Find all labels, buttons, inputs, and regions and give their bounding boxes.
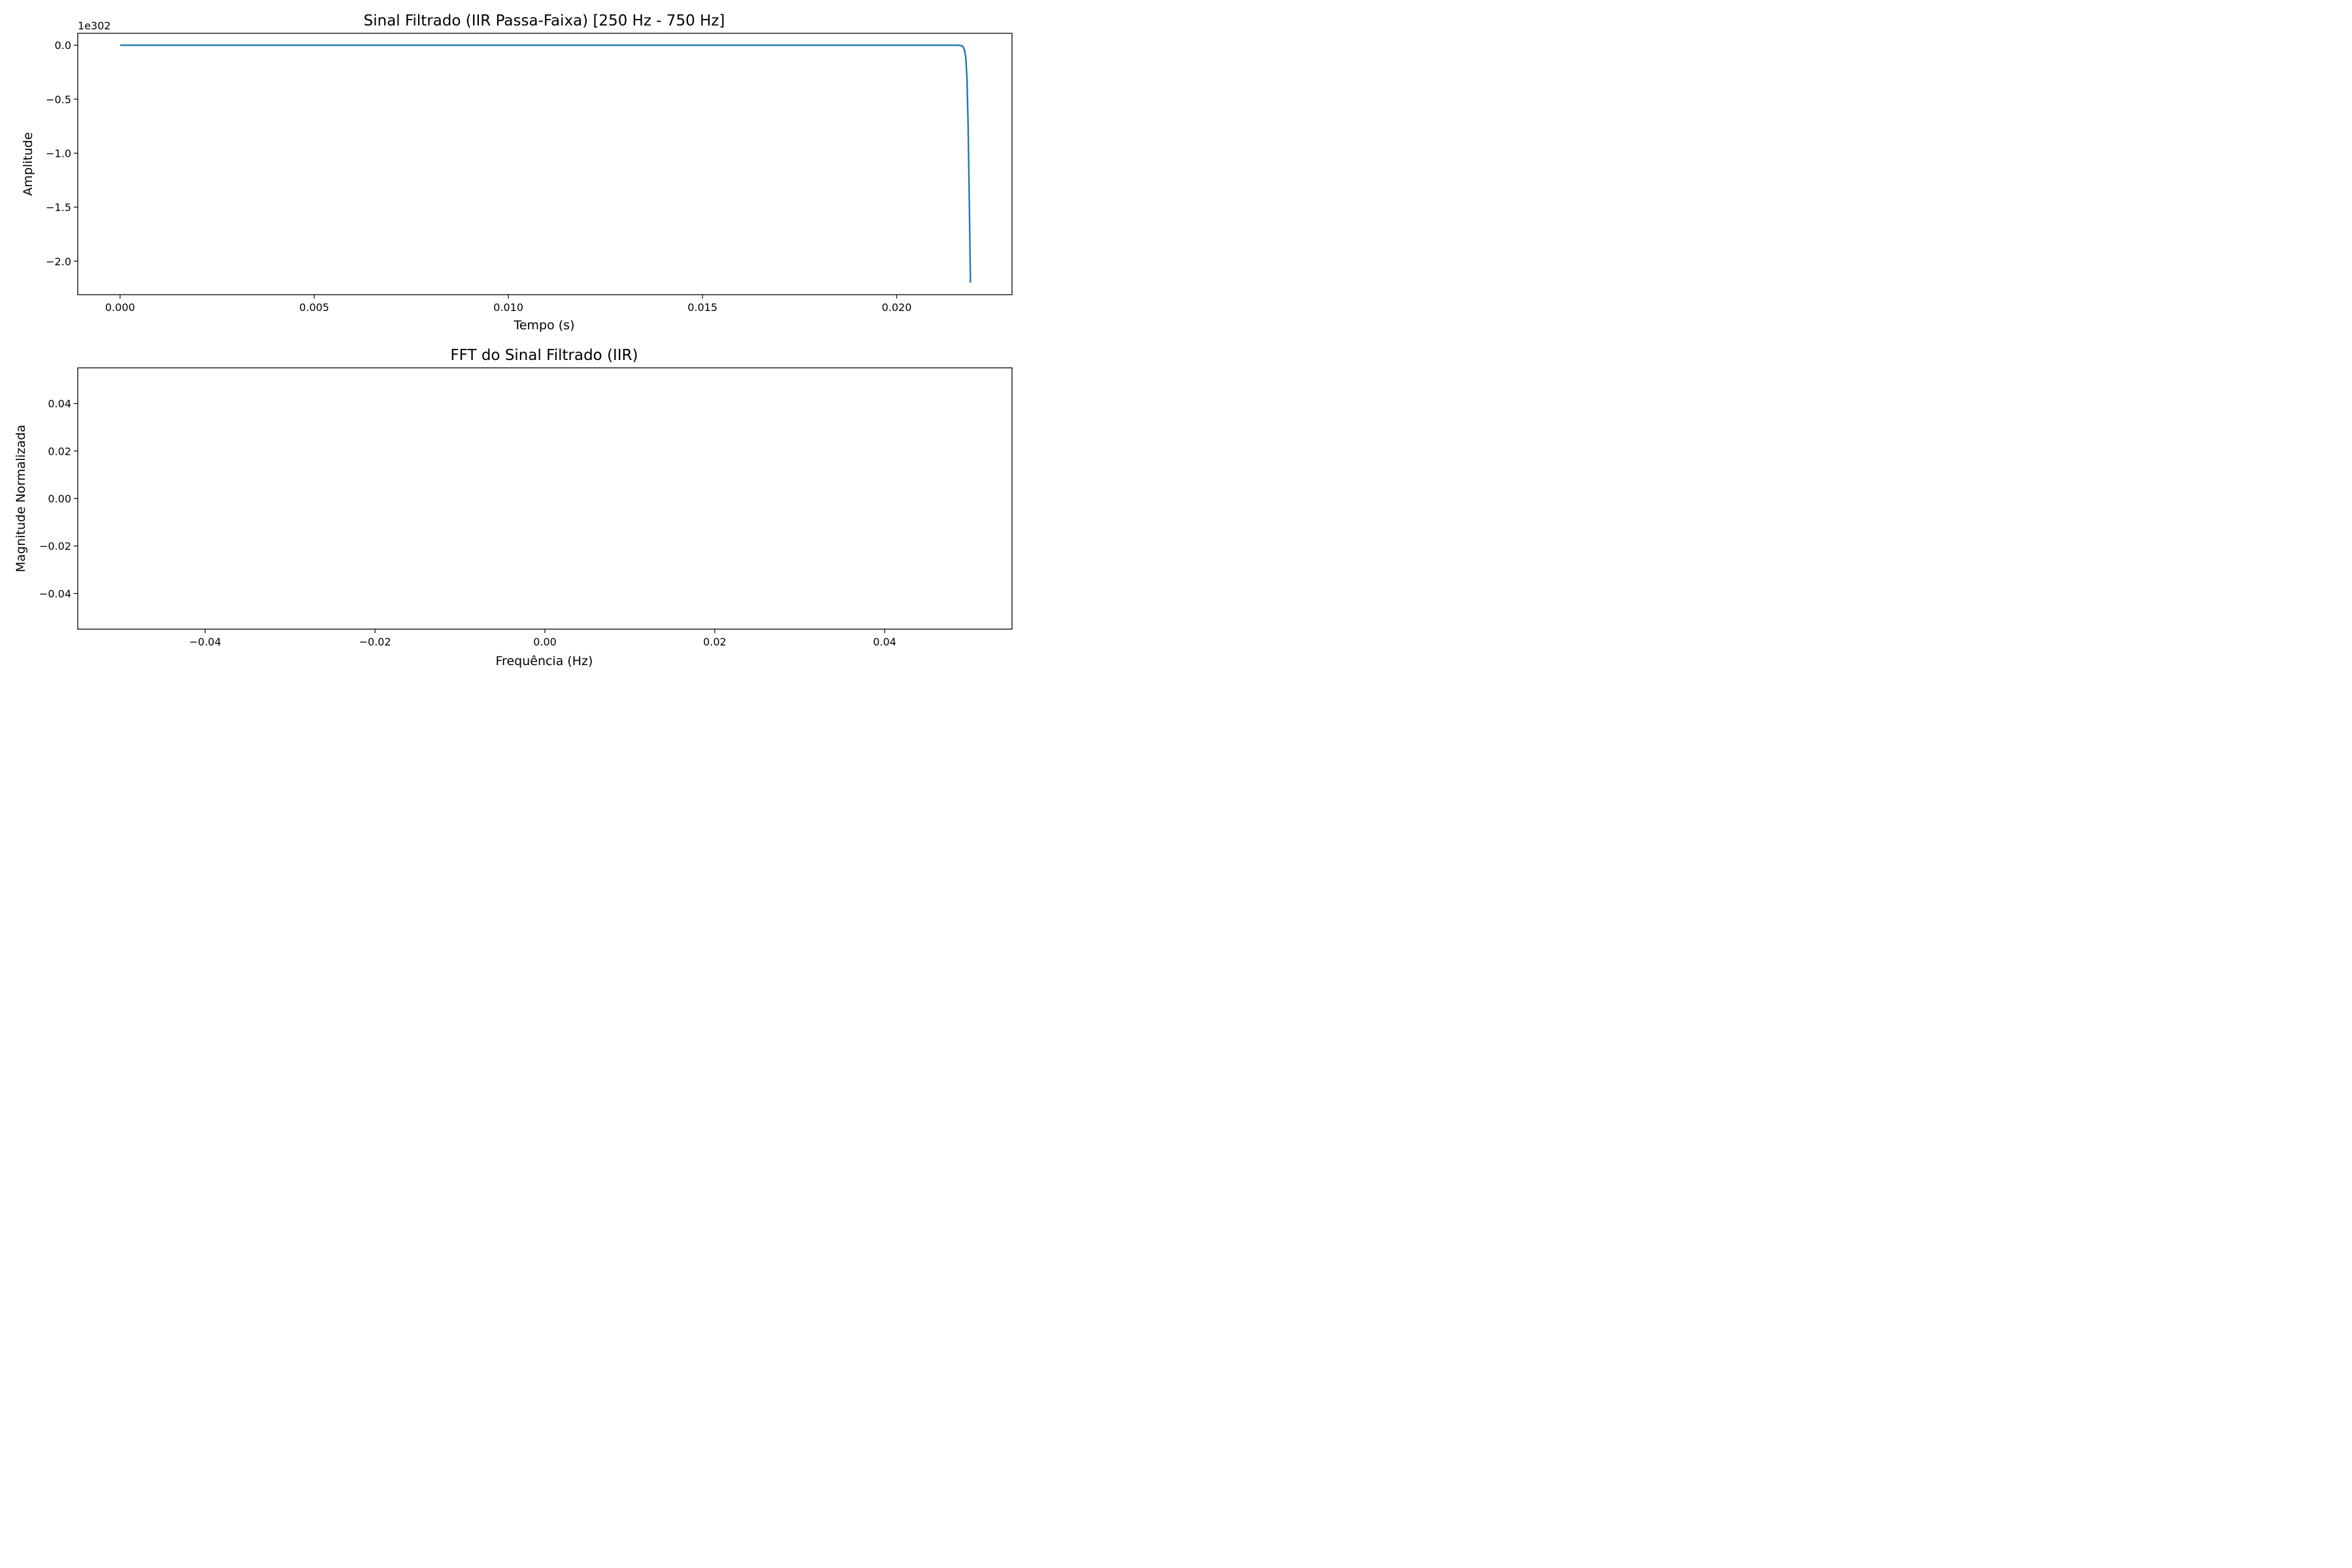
x-tick-label: 0.020 bbox=[882, 301, 912, 314]
figure: Sinal Filtrado (IIR Passa-Faixa) [250 Hz… bbox=[0, 0, 1021, 681]
y-tick-label: −1.5 bbox=[46, 201, 71, 214]
y-tick-label: 0.04 bbox=[48, 398, 71, 410]
y-tick-label: −0.04 bbox=[39, 587, 71, 600]
y-tick-label: −0.02 bbox=[39, 540, 71, 553]
y-ticks: 0.04 0.02 0.00 −0.02 −0.04 bbox=[39, 398, 78, 600]
plot-frame bbox=[77, 33, 1013, 295]
x-tick-label: 0.04 bbox=[873, 636, 896, 648]
figure-background bbox=[0, 0, 1021, 681]
x-tick-label: −0.04 bbox=[189, 636, 221, 648]
series-line bbox=[120, 44, 972, 283]
plot-title: FFT do Sinal Filtrado (IIR) bbox=[450, 347, 638, 364]
x-tick-label: 0.02 bbox=[703, 636, 727, 648]
y-offset-label: 1e302 bbox=[78, 20, 111, 32]
y-tick-label: 0.0 bbox=[55, 39, 71, 52]
x-axis-label: Tempo (s) bbox=[513, 318, 574, 333]
x-tick-label: 0.010 bbox=[493, 301, 523, 314]
y-tick-label: 0.00 bbox=[48, 493, 71, 505]
x-ticks: 0.000 0.005 0.010 0.015 0.020 bbox=[105, 295, 912, 314]
y-tick-label: −2.0 bbox=[46, 255, 71, 268]
x-tick-label: −0.02 bbox=[359, 636, 391, 648]
plot-marks bbox=[120, 44, 972, 283]
x-tick-label: 0.005 bbox=[299, 301, 329, 314]
x-ticks: −0.04 −0.02 0.00 0.02 0.04 bbox=[189, 629, 896, 648]
x-tick-label: 0.015 bbox=[687, 301, 717, 314]
frequency-domain-plot: FFT do Sinal Filtrado (IIR) −0.04 −0.02 0.… bbox=[14, 347, 1013, 668]
y-tick-label: −1.0 bbox=[46, 147, 71, 159]
y-tick-label: 0.02 bbox=[48, 445, 71, 457]
time-domain-plot: Sinal Filtrado (IIR Passa-Faixa) [250 Hz… bbox=[21, 12, 1013, 333]
x-tick-label: 0.000 bbox=[105, 301, 135, 314]
x-tick-label: 0.00 bbox=[533, 636, 557, 648]
plot-title: Sinal Filtrado (IIR Passa-Faixa) [250 Hz… bbox=[364, 12, 725, 29]
y-tick-label: −0.5 bbox=[46, 93, 71, 106]
x-axis-label: Frequência (Hz) bbox=[496, 654, 593, 668]
y-axis-label: Magnitude Normalizada bbox=[14, 425, 28, 572]
y-axis-label: Amplitude bbox=[21, 132, 35, 195]
y-ticks: 0.0 −0.5 −1.0 −1.5 −2.0 bbox=[46, 39, 78, 268]
